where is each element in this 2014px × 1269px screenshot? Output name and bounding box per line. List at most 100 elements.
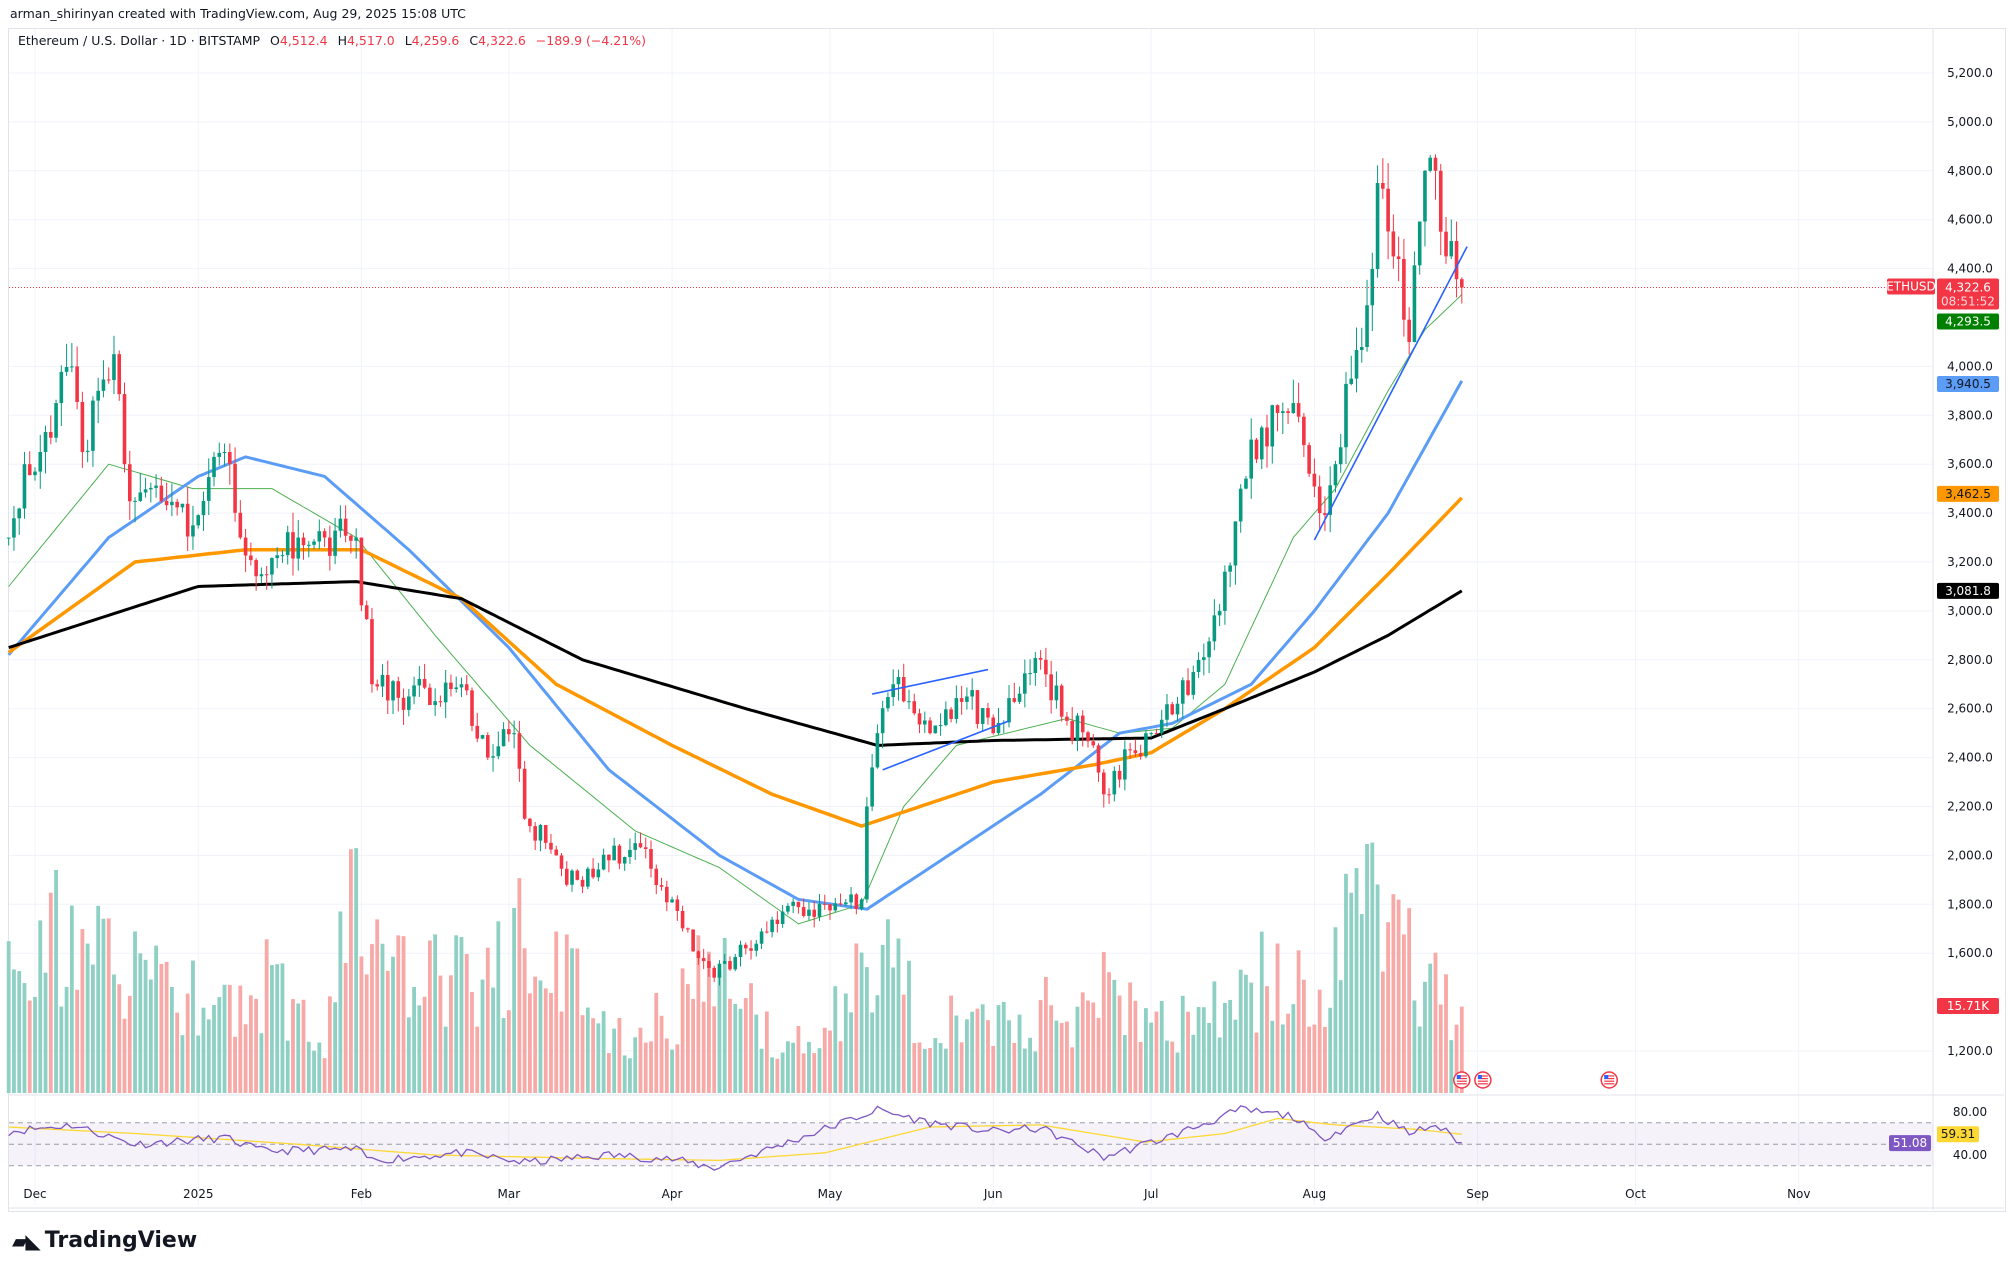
candle-body — [396, 681, 401, 698]
candle-body — [712, 967, 716, 978]
volume-bar — [559, 1011, 564, 1093]
volume-bar — [633, 1037, 638, 1093]
volume-bar — [1122, 1035, 1127, 1093]
candle-body — [1091, 741, 1096, 746]
candle-body — [43, 432, 48, 452]
volume-bar — [933, 1038, 938, 1093]
candle-body — [1123, 749, 1127, 780]
volume-bar — [233, 1036, 237, 1093]
moving-averages — [7, 294, 1464, 925]
price-axis-label: 5,200.0 — [1947, 66, 1993, 80]
change-value: −189.9 (−4.21%) — [535, 33, 646, 48]
candle-body — [407, 696, 411, 710]
candle-body — [1165, 704, 1169, 720]
candle-body — [233, 463, 237, 513]
sma-20-line — [8, 294, 1463, 925]
candle-body — [933, 725, 938, 734]
volume-bar — [322, 1058, 327, 1093]
price-tags: ETHUSD 4,322.608:51:524,293.53,940.53,462… — [9, 278, 1999, 1152]
candle-body — [180, 503, 185, 508]
volume-bar — [928, 1047, 932, 1093]
candle-body — [159, 485, 164, 501]
candle-body — [917, 713, 922, 725]
candle-body — [596, 869, 601, 878]
tradingview-logo[interactable]: ▰◣ TradingView — [12, 1228, 197, 1253]
volume-bar — [380, 943, 385, 1093]
close-value: 4,322.6 — [478, 33, 526, 48]
volume-bar — [1101, 951, 1106, 1093]
volume-bar — [1065, 1021, 1069, 1093]
volume-bar — [1365, 843, 1369, 1093]
candle-body — [349, 535, 353, 541]
candle-body — [275, 555, 279, 559]
volume-bar — [1149, 1022, 1154, 1093]
candle-body — [1096, 745, 1101, 773]
volume-bar — [628, 1058, 632, 1093]
symbol-tag-bg — [1887, 278, 1935, 295]
candle-body — [1381, 183, 1385, 189]
candle-body — [422, 678, 427, 688]
candle-body — [765, 931, 769, 933]
volume-bar — [301, 999, 306, 1093]
candle-body — [986, 708, 990, 718]
candle-body — [717, 963, 722, 978]
volume-bar — [1270, 1020, 1275, 1093]
volume-bar — [180, 1035, 185, 1093]
volume-bar — [1022, 1048, 1027, 1093]
candle-body — [117, 354, 122, 395]
volume-bar — [1070, 1047, 1075, 1093]
candle-body — [343, 518, 348, 536]
rsi-tag-text: 51.08 — [1893, 1136, 1927, 1150]
volume-bar — [980, 1004, 985, 1093]
candle-body — [1412, 265, 1417, 342]
volume-bar — [707, 951, 711, 1093]
volume-bar — [591, 1018, 595, 1093]
candle-body — [1023, 673, 1027, 694]
candle-body — [1086, 732, 1090, 742]
volume-tag-bg — [1937, 998, 1999, 1014]
volume-bar — [622, 1055, 627, 1093]
ma20-tag-bg — [1937, 313, 1999, 330]
candle-body — [965, 696, 969, 702]
time-axis-label: Dec — [23, 1187, 46, 1201]
volume-bar — [1165, 1040, 1169, 1093]
candle-body — [980, 708, 985, 724]
candle-body — [786, 905, 790, 912]
candle-body — [575, 870, 580, 880]
volume-bar — [796, 1025, 801, 1093]
candle-body — [1196, 659, 1201, 673]
candle-body — [328, 537, 332, 556]
candle-body — [586, 868, 590, 887]
candle-body — [533, 826, 537, 841]
volume-bar — [854, 943, 859, 1093]
volume-bar — [1396, 899, 1401, 1093]
volume-bar — [670, 1049, 674, 1093]
candle-body — [791, 901, 795, 906]
volume-bar — [1280, 1024, 1285, 1093]
candle-body — [280, 555, 285, 557]
volume-bar — [449, 975, 453, 1093]
candle-body — [96, 390, 100, 401]
volume-bar — [1080, 992, 1085, 1093]
volume-bar — [464, 953, 469, 1093]
candle-body — [922, 720, 927, 725]
volume-bar — [685, 984, 690, 1093]
flag-upper-trendline — [871, 668, 989, 695]
candle-body — [1286, 411, 1290, 414]
candle-body — [733, 956, 738, 970]
volume-bar — [770, 1057, 774, 1093]
volume-bar — [212, 1005, 216, 1093]
axes: 5,200.0 5,000.0 4,800.0 4,600.0 4,400.0 4,000… — [9, 29, 2004, 1210]
tradingview-logo-text: TradingView — [44, 1228, 198, 1253]
candle-body — [938, 725, 943, 727]
volume-bar — [528, 993, 532, 1093]
volume-bar — [443, 1026, 448, 1093]
candle-body — [1049, 674, 1053, 701]
candle-body — [359, 537, 364, 606]
candle-body — [443, 682, 448, 703]
volume-bar — [1449, 1040, 1454, 1093]
symbol-title[interactable]: Ethereum / U.S. Dollar · 1D · BITSTAMP — [18, 33, 261, 48]
volume-bar — [248, 995, 253, 1093]
volume-bar — [733, 1004, 738, 1093]
